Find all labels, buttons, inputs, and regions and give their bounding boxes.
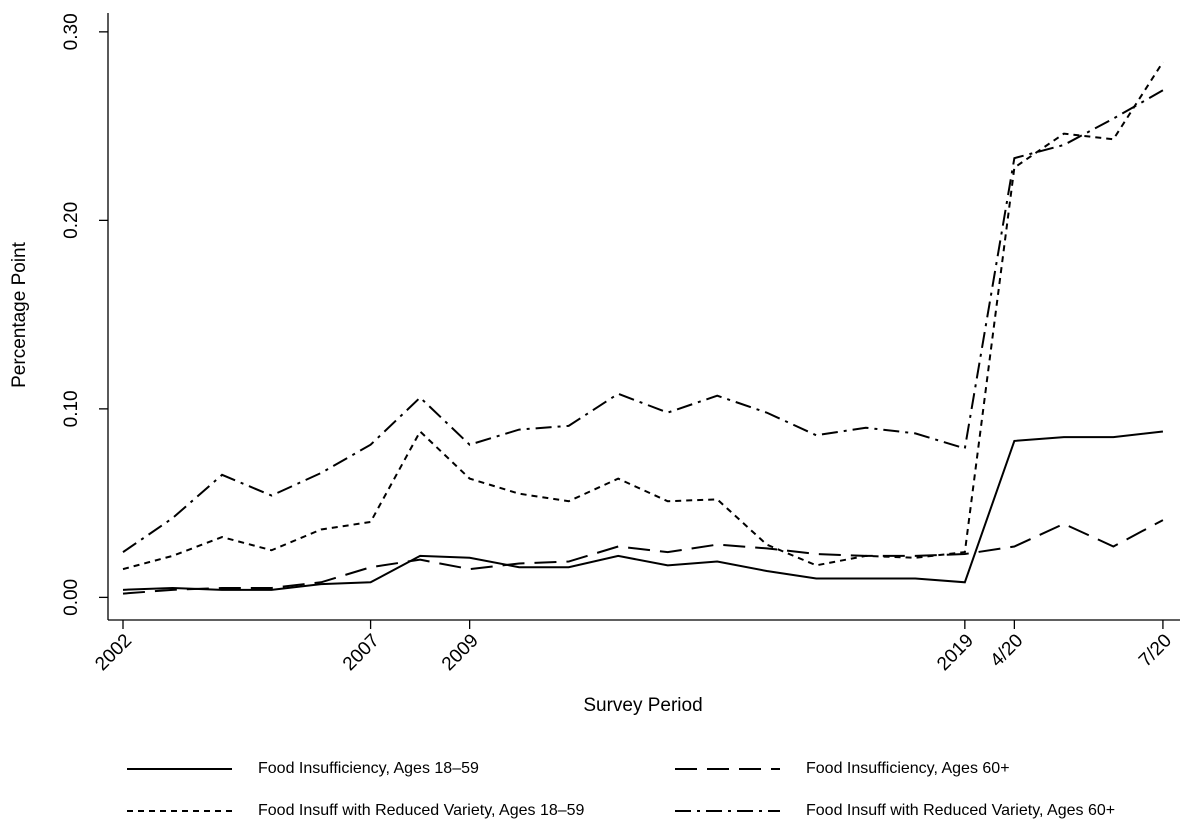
legend-label: Food Insuff with Reduced Variety, Ages 1… (258, 802, 585, 819)
legend-label: Food Insufficiency, Ages 18–59 (258, 760, 479, 777)
legend-label: Food Insuff with Reduced Variety, Ages 6… (806, 802, 1115, 819)
y-tick-label: 0.00 (61, 579, 82, 616)
x-tick-label: 2002 (91, 630, 136, 675)
y-axis-label: Percentage Point (9, 241, 30, 387)
series-line (122, 519, 1164, 595)
series-line (122, 61, 1164, 571)
y-tick-label: 0.20 (61, 202, 82, 239)
x-axis-label: Survey Period (583, 695, 702, 716)
legend-label: Food Insufficiency, Ages 60+ (806, 760, 1010, 777)
x-tick-label: 2007 (339, 630, 384, 675)
x-tick-label: 4/20 (986, 630, 1027, 671)
y-tick-label: 0.30 (61, 13, 82, 50)
x-tick-label: 7/20 (1135, 630, 1176, 671)
y-tick-label: 0.10 (61, 390, 82, 427)
series-line (122, 89, 1164, 553)
series-line (122, 430, 1164, 591)
x-tick-label: 2009 (438, 630, 483, 675)
x-tick-label: 2019 (933, 630, 978, 675)
